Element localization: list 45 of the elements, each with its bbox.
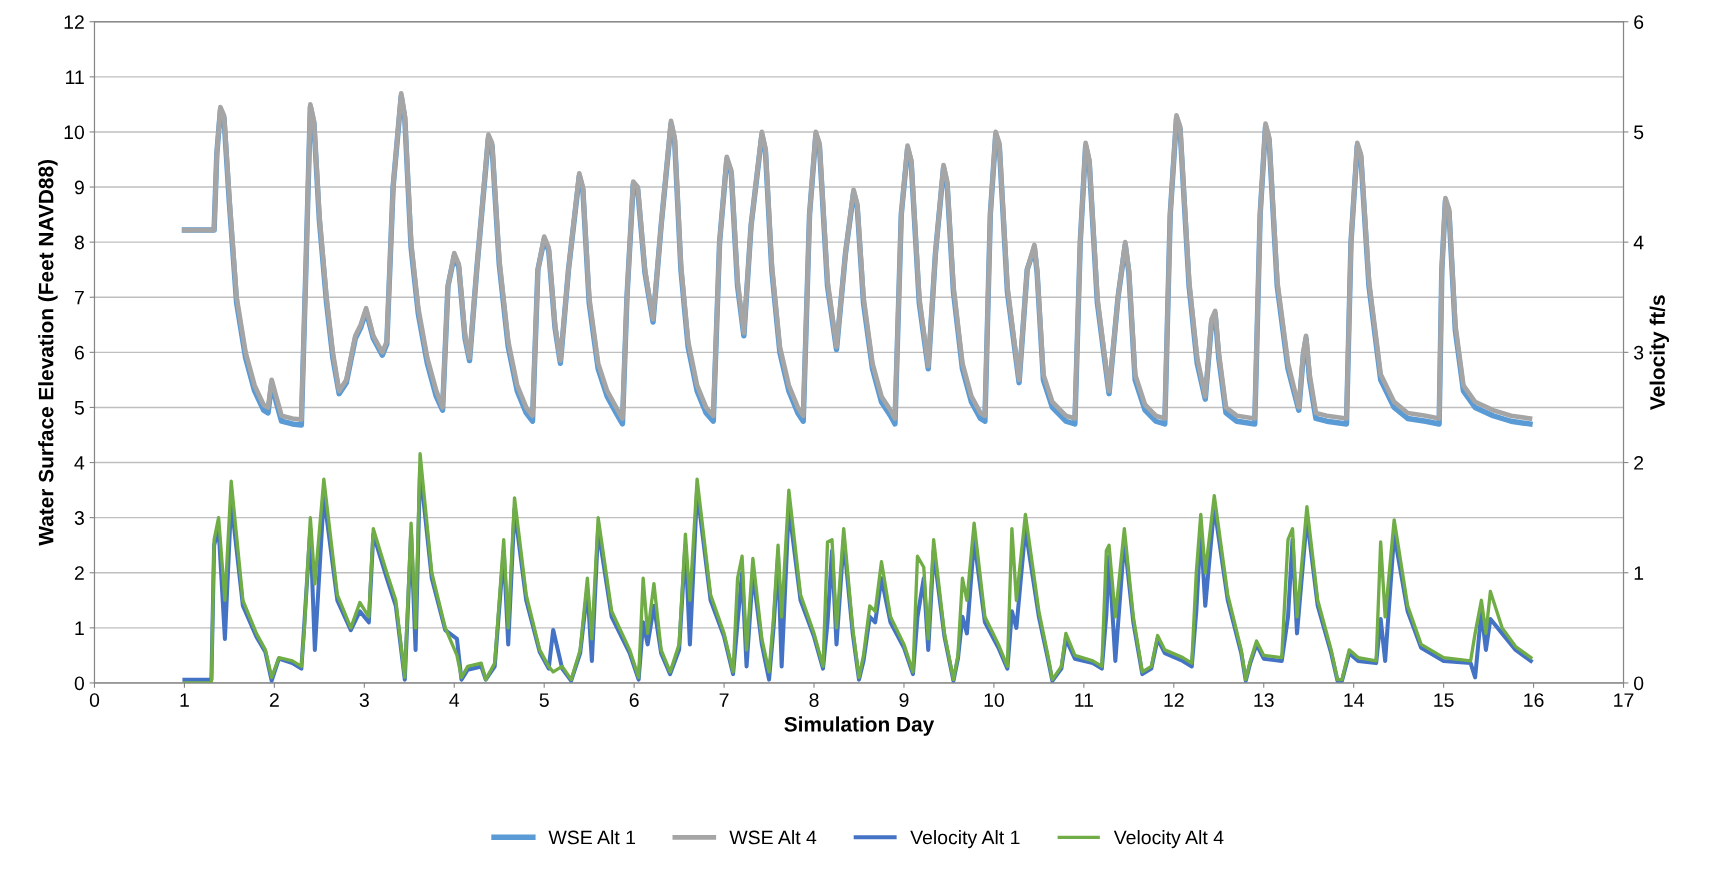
x-tick-label: 4 — [449, 693, 460, 707]
x-tick-label: 12 — [1164, 693, 1184, 707]
x-tick-label: 0 — [89, 693, 100, 707]
y-tick-label: 8 — [74, 235, 84, 250]
x-tick-label: 1 — [180, 693, 189, 707]
x-tick-label: 14 — [1344, 693, 1364, 707]
y-tick-label: 11 — [66, 70, 84, 84]
y-tick-label: 1 — [75, 621, 84, 635]
legend-label: Velocity Alt 4 — [1113, 830, 1224, 849]
y2-tick-label: 2 — [1634, 456, 1644, 470]
x-tick-label: 2 — [269, 693, 279, 707]
x-tick-label: 9 — [899, 693, 909, 707]
y-tick-label: 2 — [74, 566, 84, 580]
y2-tick-label: 1 — [1634, 566, 1644, 580]
x-tick-label: 5 — [539, 693, 549, 707]
y-tick-label: 4 — [74, 456, 85, 470]
legend-label: WSE Alt 1 — [548, 830, 636, 845]
y-tick-label: 3 — [74, 511, 84, 525]
x-tick-label: 17 — [1614, 693, 1634, 707]
x-tick-label: 16 — [1524, 693, 1544, 707]
y-tick-label: 12 — [64, 15, 84, 29]
y-axis-title: Water Surface Elevation (Feet NAVD88) — [38, 160, 58, 546]
x-tick-label: 8 — [809, 693, 819, 707]
y2-axis-title: Velocity ft/s — [1649, 295, 1670, 411]
x-tick-label: 10 — [984, 693, 1004, 707]
legend-label: WSE Alt 4 — [729, 830, 817, 845]
x-tick-label: 7 — [719, 693, 729, 707]
x-axis-title: Simulation Day — [784, 716, 935, 736]
y-tick-label: 0 — [74, 676, 85, 691]
y-tick-label: 9 — [74, 180, 84, 195]
y-tick-label: 10 — [64, 125, 85, 140]
y-tick-label: 6 — [74, 345, 84, 360]
y2-tick-label: 0 — [1633, 676, 1644, 691]
y-tick-label: 5 — [74, 401, 84, 415]
y2-tick-label: 3 — [1633, 345, 1644, 360]
x-tick-label: 13 — [1254, 693, 1274, 707]
x-tick-label: 6 — [629, 693, 639, 707]
x-tick-label: 11 — [1075, 693, 1094, 707]
legend-label: Velocity Alt 1 — [910, 830, 1020, 849]
y2-tick-label: 4 — [1633, 235, 1644, 250]
x-tick-label: 3 — [359, 693, 369, 707]
y2-tick-label: 6 — [1634, 15, 1644, 29]
y2-tick-label: 5 — [1634, 125, 1644, 140]
y-tick-label: 7 — [74, 290, 84, 305]
x-tick-label: 15 — [1434, 693, 1454, 707]
